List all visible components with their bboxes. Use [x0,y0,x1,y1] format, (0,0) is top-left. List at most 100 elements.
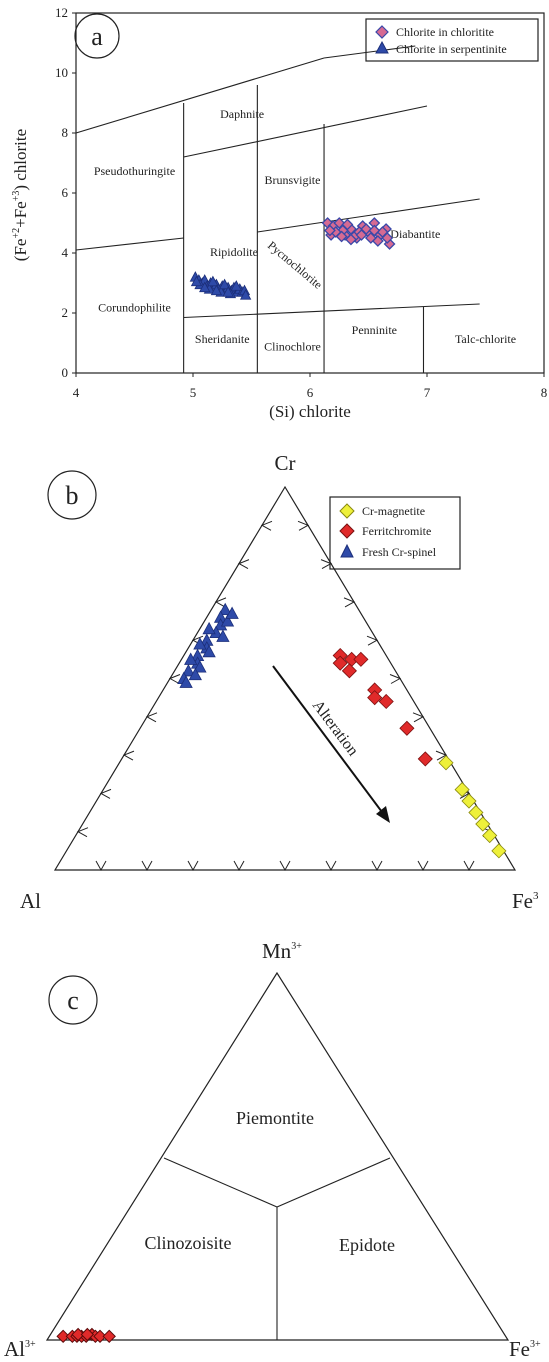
ternary-c-point-9 [71,1327,85,1342]
ternary-b-point-s2-19 [225,606,239,619]
panel-c: Piemontite Clinozoisite Epidote Mn3+ Al3… [4,939,541,1361]
ternary-b-point-s2-17 [202,621,216,635]
ternary-b-apex-right: Fe3 [512,889,539,913]
legend-b-marker-cr-magnetite [339,503,355,519]
plot-a-y-axis-label: (Fe+2+Fe+3) chlorite [11,129,30,261]
ternary-b-point-s2-14 [193,637,207,650]
ternary-b-tick [95,860,107,872]
plot-a-point-s0-18 [341,218,354,231]
plot-a-point-s1-26 [199,281,211,293]
legend-a-label-chloritite: Chlorite in chloritite [396,25,494,39]
ternary-c-apex-right: Fe3+ [509,1337,541,1361]
boundary-piemontite-clinozoisite [163,1157,278,1208]
ternary-b-point-s2-12 [193,660,207,673]
field-talc-chlorite: Talc-chlorite [455,332,516,346]
ternary-b-tick [76,827,89,838]
panel-a-letter-circle [74,13,120,59]
ternary-b-tick [320,559,333,570]
plot-a-boundary-3 [257,198,480,233]
plot-a-boundary-4 [183,303,480,319]
plot-a-y-tick-label: 0 [62,365,69,380]
plot-a-point-s0-25 [345,233,357,246]
field-daphnite: Daphnite [220,107,264,121]
ternary-b-tick [417,860,429,872]
legend-a-label-serpentinite: Chlorite in serpentinite [396,42,507,56]
plot-a-y-tick-label: 6 [62,185,69,200]
panel-c-letter-circle [48,975,98,1025]
ternary-b-point-s2-0 [218,602,232,616]
ternary-b-point-s0-4 [475,816,491,832]
plot-a-points [189,217,396,300]
ternary-b-tick [168,674,181,684]
panel-b: Alteration Cr Al Fe3 b Cr-magnetite Ferr… [20,451,539,913]
ternary-b-tick [389,674,402,684]
ternary-b-tick [463,860,475,872]
ternary-b-point-s1-9 [417,751,433,767]
field-pseudothuringite: Pseudothuringite [94,164,175,178]
legend-b-label-fresh-cr-spinel: Fresh Cr-spinel [362,545,437,559]
ternary-b-point-s2-10 [216,629,230,642]
field-diabantite: Diabantite [390,227,440,241]
ternary-b-point-s2-18 [179,675,193,688]
ternary-c-apex-top: Mn3+ [262,939,302,963]
plot-a-x-tick-label: 4 [73,385,80,400]
ternary-b-point-s1-6 [367,690,383,706]
plot-a-frame [75,12,545,374]
ternary-b-tick [279,860,291,872]
ternary-b-points [177,602,507,859]
field-penninite: Penninite [352,323,397,337]
alteration-arrow-head [376,806,390,823]
ternary-b-apex-left: Al [20,889,41,913]
ternary-b-point-s0-6 [491,843,507,859]
ternary-b-point-s2-16 [188,667,202,681]
ternary-b-ticks [76,520,494,872]
field-epidote: Epidote [339,1235,395,1255]
field-piemontite: Piemontite [236,1108,314,1128]
ternary-b-point-s1-3 [341,663,357,679]
ternary-b-apex-top: Cr [275,451,296,475]
ternary-b-outline [53,485,517,871]
boundary-piemontite-epidote [276,1157,391,1208]
field-pycnochlorite: Pycnochlorite [265,238,325,292]
plot-a-legend: Chlorite in chloritite Chlorite in serpe… [365,18,539,62]
ternary-b-tick [297,520,310,531]
ternary-b-point-s1-8 [399,720,415,736]
plot-a-y-tick-label: 2 [62,305,69,320]
ternary-c-point-10 [80,1327,95,1342]
ternary-b-tick [435,750,448,761]
ternary-b-tick [325,860,337,872]
ternary-b-point-s1-7 [378,693,394,710]
plot-a-boundary-0 [75,57,325,134]
legend-b-label-cr-magnetite: Cr-magnetite [362,504,425,518]
plot-a-x-ticks: 4 5 6 7 8 [73,373,547,400]
plot-a-x-axis-label: (Si) chlorite [269,402,351,421]
plot-a-field-labels: Daphnite Pseudothuringite Brunsvigite Ripid… [94,107,516,354]
plot-a-legend-box [365,18,539,62]
ternary-b-point-s0-2 [461,793,477,809]
plot-a-y-tick-label: 4 [62,245,69,260]
plot-a-point-s0-27 [335,230,348,243]
plot-a-point-s0-22 [323,224,336,237]
plot-a-x-tick-label: 7 [424,385,431,400]
ternary-b-legend-box [329,496,461,570]
ternary-c-apex-left: Al3+ [4,1337,36,1361]
ternary-b-tick [233,860,245,872]
ternary-b-point-s1-4 [353,651,369,667]
plot-a-boundary-1 [75,237,184,251]
ternary-b-tick [412,712,425,723]
ternary-c-point-8 [102,1329,116,1344]
ternary-b-point-s2-15 [184,652,198,665]
ternary-b-tick [371,860,383,872]
ternary-b-tick [122,750,135,761]
legend-b-marker-ferritchromite [339,523,355,539]
plot-a-point-s1-25 [230,280,242,291]
panel-b-letter-circle [47,470,97,520]
ternary-b-point-s2-11 [202,644,216,658]
ternary-c-points [56,1327,116,1344]
plot-a-point-s1-23 [207,275,219,287]
ternary-b-tick [99,788,112,799]
plot-a-point-s0-2 [333,217,346,229]
field-brunsvigite: Brunsvigite [264,173,320,187]
plot-a-boundary-2 [183,105,428,158]
